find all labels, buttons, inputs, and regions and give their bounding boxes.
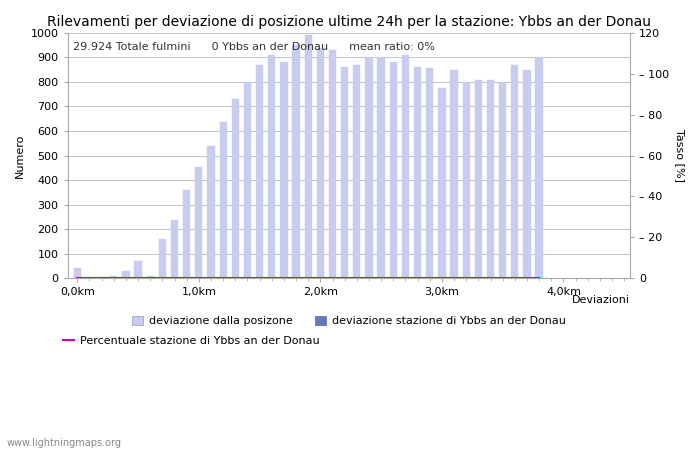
Bar: [220, 122, 227, 278]
Bar: [110, 276, 118, 278]
Bar: [86, 277, 93, 278]
Bar: [171, 220, 178, 278]
Bar: [316, 48, 324, 278]
Text: 29.924 Totale fulmini      0 Ybbs an der Donau      mean ratio: 0%: 29.924 Totale fulmini 0 Ybbs an der Dona…: [74, 41, 435, 52]
Bar: [377, 58, 385, 278]
Bar: [280, 63, 288, 278]
Text: www.lightningmaps.org: www.lightningmaps.org: [7, 438, 122, 448]
Bar: [98, 277, 105, 278]
Bar: [74, 268, 81, 278]
Bar: [329, 50, 336, 278]
Bar: [511, 65, 519, 278]
Bar: [268, 55, 275, 278]
Bar: [341, 67, 349, 278]
Bar: [463, 82, 470, 278]
Bar: [159, 239, 166, 278]
Bar: [304, 36, 312, 278]
Bar: [183, 190, 190, 278]
Y-axis label: Tasso [%]: Tasso [%]: [675, 129, 685, 182]
Bar: [499, 82, 506, 278]
Bar: [390, 63, 397, 278]
Bar: [402, 55, 409, 278]
Bar: [450, 70, 458, 278]
Bar: [195, 166, 202, 278]
Bar: [134, 261, 141, 278]
Text: Deviazioni: Deviazioni: [573, 295, 630, 305]
Bar: [414, 67, 421, 278]
Y-axis label: Numero: Numero: [15, 133, 25, 178]
Title: Rilevamenti per deviazione di posizione ultime 24h per la stazione: Ybbs an der : Rilevamenti per deviazione di posizione …: [47, 15, 651, 29]
Bar: [475, 80, 482, 278]
Bar: [256, 65, 263, 278]
Legend: Percentuale stazione di Ybbs an der Donau: Percentuale stazione di Ybbs an der Dona…: [63, 336, 319, 346]
Bar: [438, 88, 446, 278]
Bar: [536, 58, 542, 278]
Bar: [293, 45, 300, 278]
Bar: [146, 276, 154, 278]
Bar: [232, 99, 239, 278]
Bar: [207, 146, 215, 278]
Bar: [354, 65, 360, 278]
Bar: [365, 58, 372, 278]
Bar: [244, 82, 251, 278]
Bar: [426, 68, 433, 278]
Bar: [524, 70, 531, 278]
Bar: [122, 271, 130, 278]
Bar: [487, 80, 494, 278]
